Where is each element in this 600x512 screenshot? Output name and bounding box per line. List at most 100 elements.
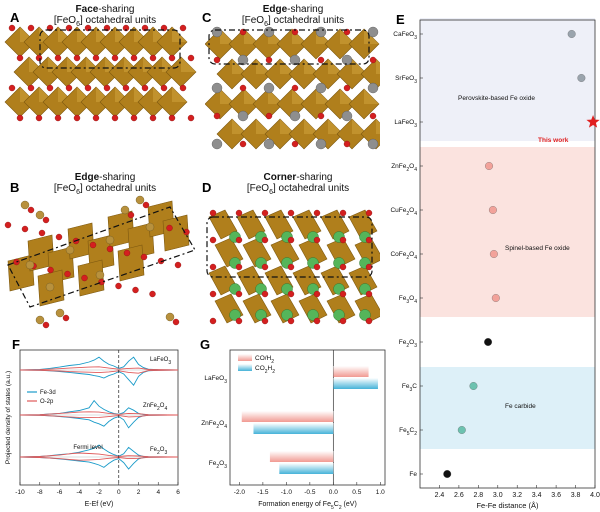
oxygen-atom (84, 84, 92, 92)
legend-label: Fe-3d (40, 390, 56, 396)
data-point (488, 206, 497, 214)
oxygen-atom (209, 263, 217, 271)
fe-octahedron (162, 214, 190, 252)
dos-curve (19, 452, 179, 458)
metal-atom (165, 312, 175, 322)
oxygen-atom (365, 209, 373, 217)
oxygen-atom (317, 112, 325, 120)
fe-octahedron-facet (232, 59, 247, 74)
oxygen-atom (265, 56, 273, 64)
oxygen-atom (172, 318, 180, 326)
fe-octahedron (298, 293, 328, 324)
bar-co-h2 (269, 451, 334, 462)
metal-atom (367, 26, 379, 38)
bar-co2-h2 (253, 423, 334, 434)
metal-atom (45, 282, 55, 292)
oxygen-atom (174, 261, 182, 269)
oxygen-atom (132, 286, 139, 294)
dos-curve (19, 366, 179, 371)
oxygen-atom (103, 84, 111, 92)
bar-co-h2 (241, 411, 334, 422)
fe-octahedron (270, 237, 300, 268)
x-tick-label: -4 (76, 489, 82, 496)
oxygen-atom (339, 290, 347, 298)
metal-atom (281, 309, 293, 321)
oxygen-atom (111, 54, 119, 62)
oxygen-atom (213, 112, 221, 120)
metal-atom (341, 110, 353, 122)
data-point (489, 250, 498, 258)
bar-co2-h2 (333, 378, 378, 389)
oxygen-atom (287, 209, 295, 217)
oxygen-atom (130, 54, 138, 62)
data-point (443, 470, 452, 478)
oxygen-atom (98, 278, 105, 286)
y-tick-label: CuFe2O4 (390, 207, 417, 217)
fe-octahedron-facet (172, 87, 187, 102)
y-tick-label: Fe5C2 (399, 427, 417, 437)
oxygen-atom (209, 209, 217, 217)
fermi-level-label: Fermi level (73, 445, 102, 451)
fe-octahedron-facet (244, 89, 259, 104)
oxygen-atom (365, 236, 373, 244)
oxygen-atom (291, 140, 299, 148)
oxygen-atom (130, 114, 138, 122)
metal-atom (359, 309, 371, 321)
metal-atom (120, 205, 130, 215)
oxygen-atom (287, 236, 295, 244)
fe-octahedron-facet (304, 119, 319, 134)
panel-c-structure (205, 26, 380, 150)
oxygen-atom (339, 317, 347, 325)
y-tick-label: Fe3C (402, 383, 417, 393)
oxygen-atom (16, 54, 24, 62)
oxygen-atom (89, 241, 97, 249)
oxygen-atom (261, 236, 269, 244)
y-tick-label: Fe2O3 (209, 460, 227, 470)
metal-atom (20, 200, 30, 210)
x-tick-label: 0.0 (329, 489, 338, 496)
metal-atom (237, 54, 249, 66)
oxygen-atom (54, 114, 62, 122)
oxygen-atom (168, 54, 176, 62)
oxygen-atom (239, 84, 247, 92)
oxygen-atom (291, 84, 299, 92)
oxygen-atom (149, 290, 156, 298)
metal-atom (263, 138, 275, 150)
oxygen-atom (42, 321, 50, 329)
oxygen-atom (46, 84, 54, 92)
metal-atom (211, 82, 223, 94)
bar-co2-h2 (279, 463, 334, 474)
fe-octahedron-facet (220, 89, 235, 104)
oxygen-atom (343, 140, 351, 148)
x-tick-label: 4 (156, 489, 160, 496)
x-axis-label: Formation energy of Fe5C2 (eV) (258, 501, 357, 511)
metal-atom (95, 270, 105, 280)
x-tick-label: 2.4 (435, 492, 445, 499)
oxygen-atom (235, 290, 243, 298)
y-tick-label: CoFe2O4 (390, 251, 417, 261)
oxygen-atom (339, 236, 347, 244)
oxygen-atom (27, 84, 35, 92)
fe-octahedron-facet (328, 59, 343, 74)
oxygen-atom (168, 114, 176, 122)
oxygen-atom (38, 229, 46, 237)
oxygen-atom (35, 54, 43, 62)
oxygen-atom (235, 236, 243, 244)
fe-octahedron-facet (376, 59, 380, 74)
fe-octahedron-facet (232, 119, 247, 134)
oxygen-atom (339, 263, 347, 271)
x-tick-label: 3.4 (532, 492, 542, 499)
data-point (577, 74, 586, 82)
region-label: Spinel-based Fe oxide (505, 245, 570, 252)
x-axis-label: Fe-Fe distance (Å) (476, 501, 539, 510)
oxygen-atom (81, 274, 88, 282)
oxygen-atom (187, 114, 195, 122)
region-band (420, 367, 595, 449)
oxygen-atom (365, 317, 373, 325)
oxygen-atom (54, 54, 62, 62)
x-tick-label: -10 (15, 489, 25, 496)
oxygen-atom (166, 224, 173, 232)
y-tick-label: SrFeO3 (395, 75, 417, 85)
x-tick-label: 2.6 (454, 492, 464, 499)
